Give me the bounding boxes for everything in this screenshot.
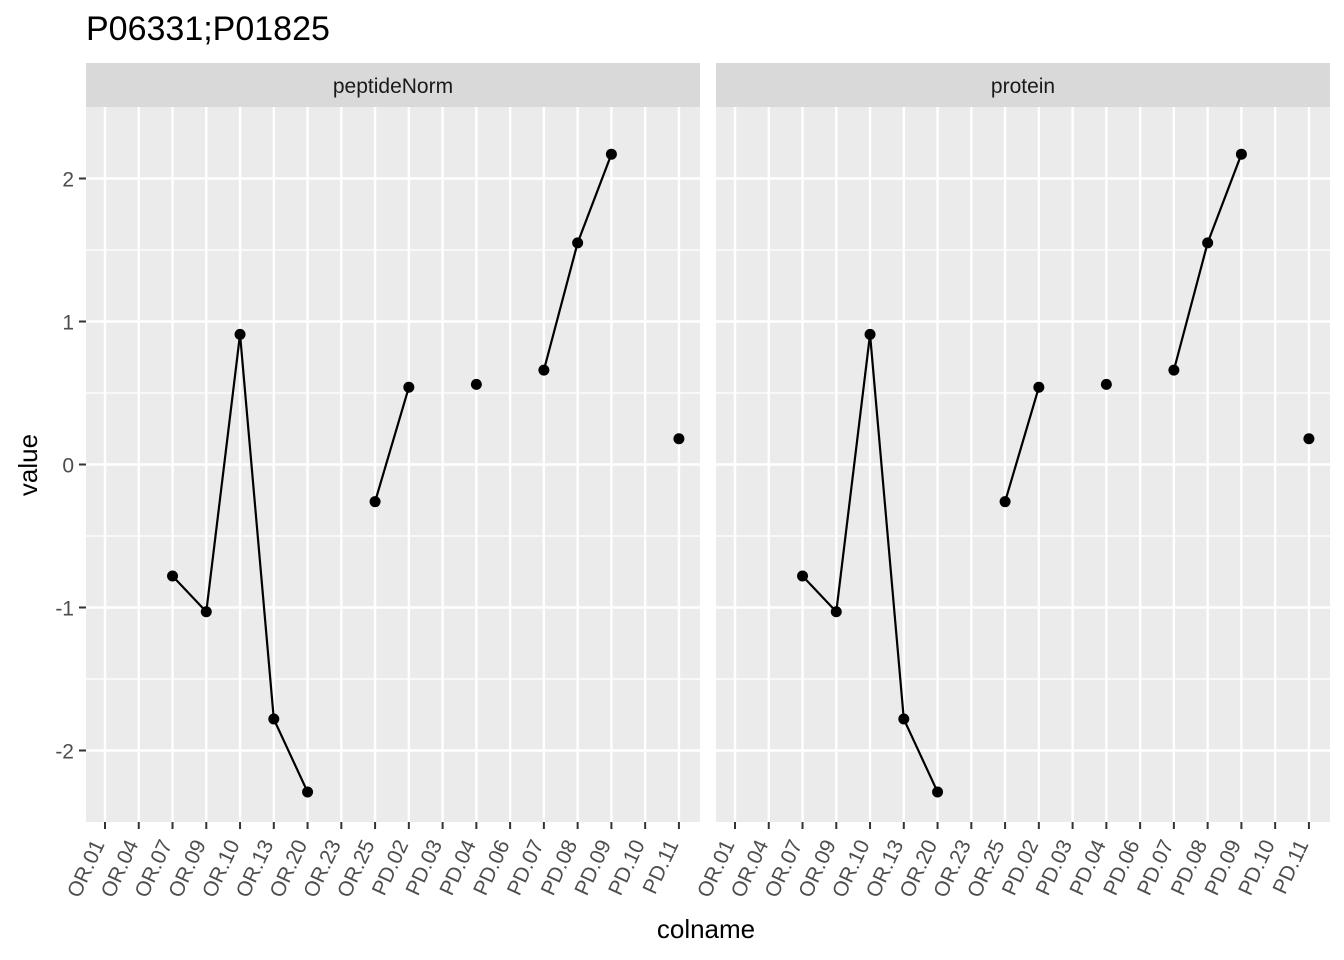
series-line-segment	[902, 718, 939, 793]
y-tick-label: 2	[62, 169, 74, 192]
data-point	[1100, 378, 1112, 390]
data-point	[1168, 364, 1180, 376]
facet-strip-label: protein	[991, 75, 1055, 98]
data-point	[302, 786, 314, 798]
y-tick-label: -1	[55, 598, 74, 621]
y-tick-label: 0	[62, 455, 74, 478]
data-point	[403, 381, 415, 393]
facet-panel-protein: proteinOR.01OR.04OR.07OR.09OR.10OR.13OR.…	[693, 63, 1330, 901]
data-point	[167, 570, 179, 582]
data-point	[1235, 148, 1247, 160]
data-point	[1303, 433, 1315, 445]
data-point	[797, 570, 809, 582]
facet-strip	[716, 63, 1330, 107]
chart-title: P06331;P01825	[86, 10, 330, 48]
data-point	[572, 237, 584, 249]
series-line-segment	[801, 575, 838, 613]
data-point	[932, 786, 944, 798]
series-line-segment	[868, 334, 905, 720]
data-point	[200, 606, 212, 618]
series-line-segment	[272, 718, 309, 793]
data-point	[605, 148, 617, 160]
data-point	[369, 496, 381, 508]
series-line-segment	[374, 386, 410, 502]
y-tick-label: -2	[55, 741, 74, 764]
facet-strip-label: peptideNorm	[333, 75, 453, 98]
data-point	[673, 433, 685, 445]
series-line-segment	[205, 334, 242, 612]
data-point	[1033, 381, 1045, 393]
series-line-segment	[576, 153, 613, 244]
facet-strip	[86, 63, 700, 107]
data-point	[268, 713, 280, 725]
x-axis-title: colname	[657, 914, 755, 944]
data-point	[234, 328, 246, 340]
series-line-segment	[1004, 386, 1040, 502]
series-line-segment	[542, 242, 579, 371]
data-point	[999, 496, 1011, 508]
facet-panel-peptideNorm: peptideNorm-2-1012OR.01OR.04OR.07OR.09OR…	[55, 63, 700, 901]
series-line-segment	[1172, 242, 1209, 371]
y-tick-label: 1	[62, 312, 74, 335]
data-point	[864, 328, 876, 340]
series-line-segment	[238, 334, 275, 720]
data-point	[538, 364, 550, 376]
y-axis-title: value	[13, 434, 43, 496]
data-point	[830, 606, 842, 618]
series-line-segment	[835, 334, 872, 612]
facet-panels: peptideNorm-2-1012OR.01OR.04OR.07OR.09OR…	[55, 63, 1330, 901]
series-line-segment	[171, 575, 208, 613]
series-line-segment	[1206, 153, 1243, 244]
data-point	[898, 713, 910, 725]
data-point	[470, 378, 482, 390]
data-point	[1202, 237, 1214, 249]
